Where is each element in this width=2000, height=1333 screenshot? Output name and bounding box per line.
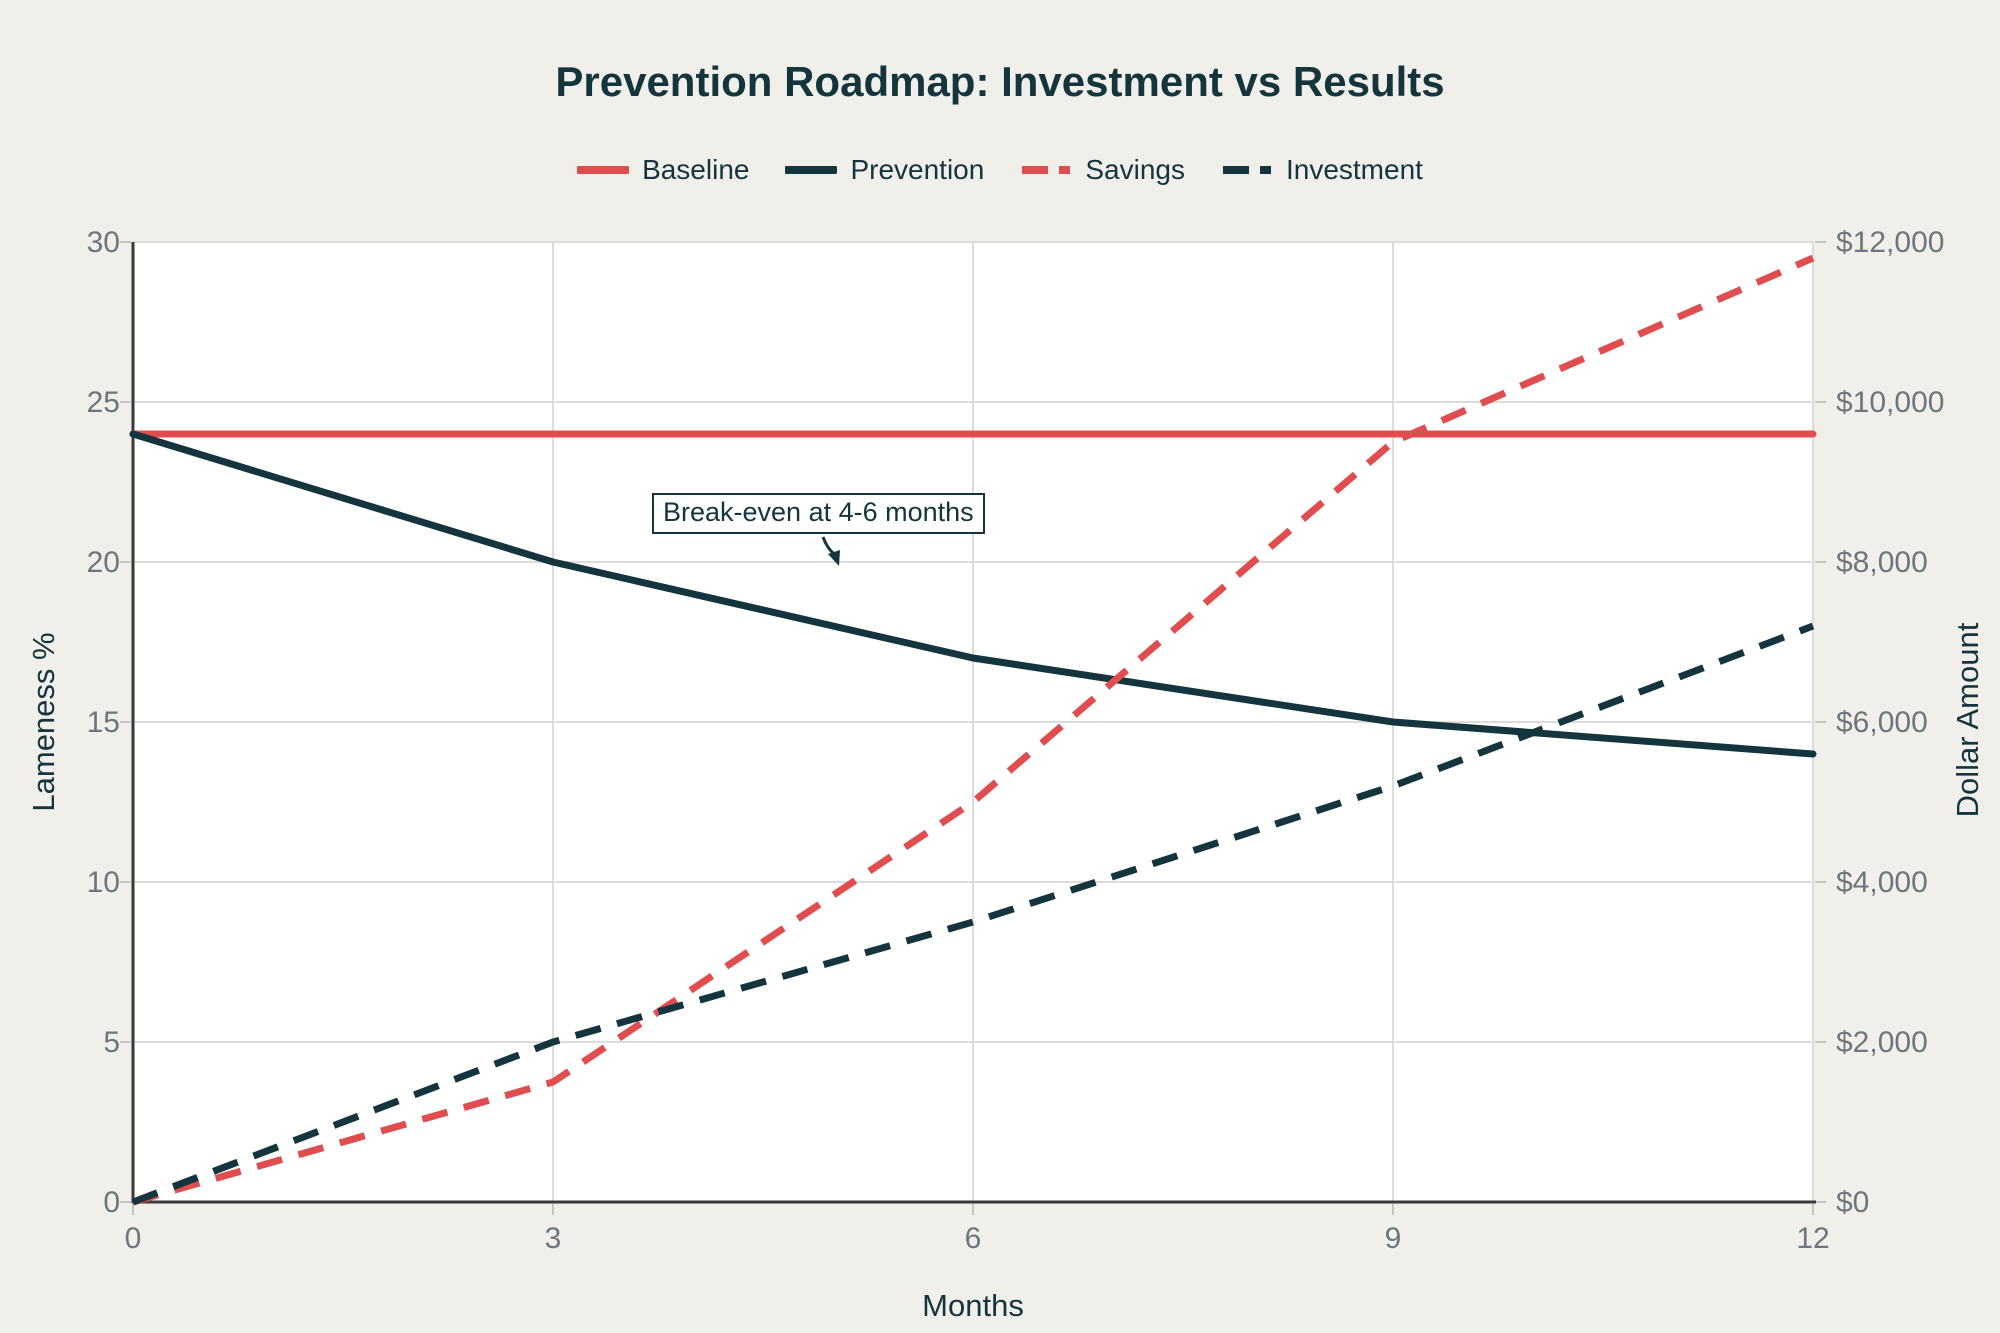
x-tick-label-3: 9 [1385, 1222, 1402, 1255]
right-tick-label-6: $12,000 [1836, 226, 1944, 259]
left-tick-label-5: 25 [87, 386, 120, 419]
x-tick-label-4: 12 [1796, 1222, 1829, 1255]
annotation-text: Break-even at 4-6 months [663, 497, 974, 527]
legend-swatch-prevention [785, 166, 838, 174]
x-axis-title: Months [922, 1288, 1024, 1323]
left-tick-label-2: 10 [87, 866, 120, 899]
series-line-investment [131, 622, 1815, 1206]
series-line-savings [132, 254, 1815, 1206]
legend: Baseline Prevention Savings Investment [0, 154, 2000, 186]
legend-item-savings[interactable]: Savings [1020, 154, 1185, 186]
right-tick-label-3: $6,000 [1836, 706, 1928, 739]
left-tick-label-1: 5 [103, 1026, 120, 1059]
chart-title: Prevention Roadmap: Investment vs Result… [555, 58, 1445, 105]
x-tick-label-1: 3 [545, 1222, 562, 1255]
legend-label: Prevention [850, 154, 985, 185]
right-tick-label-4: $8,000 [1836, 546, 1928, 579]
legend-swatch-savings [1022, 166, 1071, 174]
legend-item-investment[interactable]: Investment [1221, 154, 1423, 186]
legend-label: Savings [1085, 154, 1185, 185]
annotation-arrowhead [828, 550, 840, 566]
legend-label: Investment [1285, 154, 1423, 185]
annotation-breakeven: Break-even at 4-6 months [652, 493, 985, 534]
right-axis-title: Dollar Amount [1950, 622, 1985, 818]
left-tick-label-4: 20 [87, 546, 120, 579]
x-tick-label-0: 0 [125, 1222, 142, 1255]
x-tick-label-2: 6 [965, 1222, 982, 1255]
left-tick-label-0: 0 [103, 1186, 120, 1219]
right-tick-label-5: $10,000 [1836, 386, 1944, 419]
legend-item-baseline[interactable]: Baseline [577, 154, 749, 186]
legend-item-prevention[interactable]: Prevention [785, 154, 984, 186]
right-tick-label-0: $0 [1836, 1186, 1869, 1219]
right-tick-label-1: $2,000 [1836, 1026, 1928, 1059]
legend-label: Baseline [642, 154, 750, 185]
legend-swatch-investment [1222, 166, 1271, 174]
legend-swatch-baseline [577, 166, 630, 174]
left-axis-title: Lameness % [26, 632, 61, 812]
left-tick-label-6: 30 [87, 226, 120, 259]
left-tick-label-3: 15 [87, 706, 120, 739]
right-tick-label-2: $4,000 [1836, 866, 1928, 899]
